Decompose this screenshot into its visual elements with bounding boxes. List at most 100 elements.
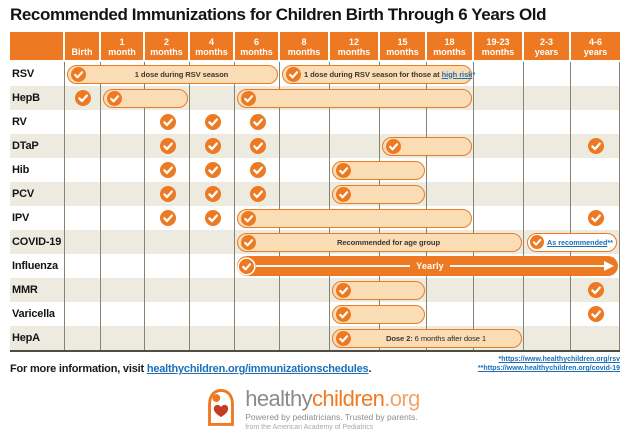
more-info-suffix: . [368,363,372,375]
arrow-label: Yearly [416,261,444,271]
grid-cell [474,86,524,110]
dose-range-bar [103,88,188,108]
dose-check-cell [190,158,235,182]
check-icon [159,114,176,130]
grid-cell [190,158,235,182]
grid-cell [474,326,524,350]
immunization-schedules-link[interactable]: healthychildren.org/immunizationschedule… [146,363,369,375]
grid-cell [280,302,330,326]
grid-cell [280,134,330,158]
vaccine-label-dtap: DTaP [12,140,39,152]
check-icon [159,138,176,154]
dose-range-bar [237,208,472,228]
dose-range-bar: Dose 2: 6 months after dose 1 [332,328,522,348]
grid-cell [190,230,235,254]
grid-cell [235,326,280,350]
grid-cell [474,278,524,302]
grid-cell [145,206,190,230]
grid-cell [10,134,65,158]
vaccine-label-rsv: RSV [12,68,35,80]
check-icon [587,138,604,154]
vaccine-label-mmr: MMR [12,284,38,296]
grid-cell [474,230,524,254]
check-icon [587,282,604,298]
grid-cell [190,206,235,230]
grid-cell [280,326,330,350]
bar-label: Recommended for age group [337,237,440,247]
grid-cell [65,230,101,254]
grid-cell [190,278,235,302]
dose-range-bar [332,280,425,300]
grid-cell [380,158,427,182]
grid-cell [190,182,235,206]
grid-cell [10,206,65,230]
dose-range-bar [332,304,425,324]
table-row-pcv: PCV [10,182,620,206]
check-icon [587,210,604,226]
immunization-table: Birth 1 month 2 months 4 months 6 months 8 months 1… [10,32,620,352]
grid-cell [145,326,190,350]
dose-check-cell [571,134,620,158]
dose-range-bar [332,184,425,204]
rsv-footnote-link[interactable]: *https://www.healthychildren.org/rsv [498,356,620,363]
grid-cell [10,158,65,182]
grid-cell [235,110,280,134]
high-risk-link[interactable]: high risk [441,69,473,79]
grid-cell [65,206,101,230]
grid-cell [101,254,145,278]
grid-cell [145,86,190,110]
check-icon [587,306,604,322]
grid-cell [235,302,280,326]
grid-cell [524,326,571,350]
grid-cell [280,278,330,302]
grid-cell [101,134,145,158]
grid-cell [10,254,65,278]
dose-check-cell [65,86,101,110]
check-icon [336,306,351,322]
bar-label: 1 dose during RSV season [134,69,229,79]
column-header-months-4: 6 months [235,32,280,62]
grid-cell [101,110,145,134]
check-icon [239,258,254,274]
grid-cell [190,134,235,158]
check-icon [159,186,176,202]
grid-cell [101,302,145,326]
footnote-links: *https://www.healthychildren.org/rsv **h… [478,355,620,374]
check-icon [336,162,351,178]
grid-cell [235,278,280,302]
column-header-Birth-0: Birth [65,32,101,62]
check-icon [336,330,351,346]
table-row-rsv: RSV 1 dose during RSV season 1 dose during… [10,62,620,86]
check-icon [204,162,221,178]
grid-cell [330,134,380,158]
grid-cell [380,182,427,206]
grid-cell [571,278,620,302]
grid-cell [524,302,571,326]
dose-check-cell [571,278,620,302]
grid-cell [571,134,620,158]
grid-cell [101,158,145,182]
check-icon [107,90,122,106]
healthychildren-footer: healthychildren.org Powered by pediatric… [0,388,624,431]
grid-cell [145,302,190,326]
column-header-months-7: 15 months [380,32,427,62]
grid-cell [235,158,280,182]
grid-cell [474,182,524,206]
grid-cell [10,302,65,326]
vaccine-label-hib: Hib [12,164,30,176]
dose-check-cell [235,158,280,182]
as-recommended-link[interactable]: As recommended [547,237,608,247]
grid-cell [190,86,235,110]
grid-cell [65,326,101,350]
logo-wordmark: healthychildren.org [245,386,420,411]
grid-cell [145,134,190,158]
check-icon [204,186,221,202]
grid-cell [524,278,571,302]
grid-cell [145,254,190,278]
covid-footnote-link[interactable]: **https://www.healthychildren.org/covid-… [477,365,620,373]
grid-cell [571,254,620,278]
grid-cell [427,302,474,326]
grid-cell [101,182,145,206]
dose-check-cell [190,182,235,206]
dose-check-cell [145,182,190,206]
